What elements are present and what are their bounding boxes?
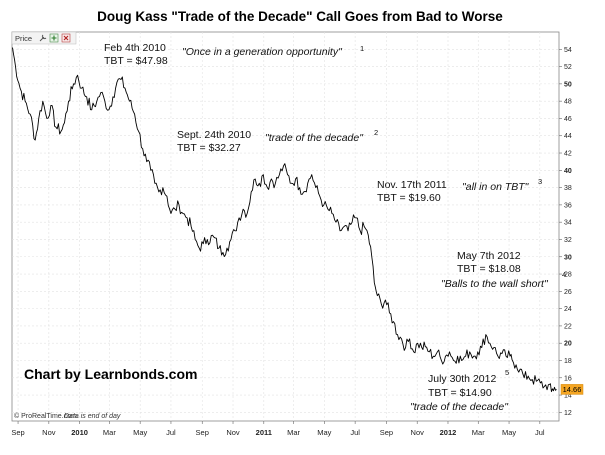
y-tick-label: 38 (564, 185, 572, 192)
annotation-4-quote: "Balls to the wall short" (441, 278, 549, 290)
price-line (12, 47, 557, 393)
y-tick-label: 14 (564, 393, 572, 400)
y-tick-label: 32 (564, 237, 572, 244)
x-tick-label: Mar (472, 428, 485, 437)
x-tick-label: Sep (196, 428, 209, 437)
x-tick-label: Mar (103, 428, 116, 437)
annotation-2-price: TBT = $32.27 (177, 142, 241, 154)
y-tick-label: 46 (564, 116, 572, 123)
y-tick-label: 28 (564, 272, 572, 279)
x-tick-label: 2012 (440, 428, 457, 437)
annotation-4-price: TBT = $18.08 (457, 263, 521, 275)
last-value-label: 14.66 (563, 385, 582, 394)
x-tick-label: Jul (166, 428, 176, 437)
y-tick-label: 12 (564, 410, 572, 417)
annotation-5-quote: "trade of the decade" (410, 401, 509, 413)
y-tick-label: 18 (564, 358, 572, 365)
y-tick-label: 48 (564, 99, 572, 106)
annotation-2: Sept. 24th 2010 TBT = $32.27 "trade of t… (177, 128, 378, 154)
y-tick-label: 26 (564, 289, 572, 296)
annotation-1-quote: "Once in a generation opportunity" (182, 46, 343, 58)
chart-toolbar: Price (11, 31, 77, 45)
x-tick-label: Nov (411, 428, 425, 437)
x-tick-label: Jul (535, 428, 545, 437)
source-label: © ProRealTime.com (14, 412, 77, 420)
x-tick-label: 2011 (256, 428, 272, 437)
annotation-1-footnote: 1 (360, 44, 364, 53)
x-tick-label: May (317, 428, 331, 437)
y-tick-label: 34 (564, 220, 572, 227)
price-label: Price (15, 34, 32, 43)
x-tick-label: Nov (226, 428, 240, 437)
source-note: Data is end of day (64, 413, 121, 420)
annotation-4: May 7th 2012 TBT = $18.08 "Balls to the … (441, 250, 566, 290)
annotation-2-quote: "trade of the decade" (265, 132, 364, 144)
y-tick-label: 44 (564, 133, 572, 140)
y-tick-label: 36 (564, 202, 572, 209)
y-tick-label: 54 (564, 47, 572, 54)
zoom-in-icon[interactable] (49, 33, 59, 43)
toolbar-background (11, 31, 77, 45)
grid (12, 32, 559, 421)
x-tick-label: May (133, 428, 147, 437)
x-tick-label: Jul (350, 428, 360, 437)
y-tick-label: 40 (564, 168, 572, 175)
annotation-5: July 30th 2012 TBT = $14.90 "trade of th… (410, 368, 509, 413)
close-icon[interactable] (61, 33, 71, 43)
annotation-1: Feb 4th 2010 TBT = $47.98 "Once in a gen… (104, 42, 364, 67)
x-tick-label: May (502, 428, 516, 437)
y-tick-label: 42 (564, 151, 572, 158)
x-tick-label: Sep (11, 428, 24, 437)
annotation-3-footnote: 3 (538, 177, 542, 186)
annotation-3: Nov. 17th 2011 TBT = $19.60 "all in on T… (377, 177, 542, 204)
chart-credit: Chart by Learnbonds.com (24, 366, 197, 382)
wrench-icon[interactable] (39, 34, 47, 42)
annotation-3-date: Nov. 17th 2011 (377, 179, 447, 191)
annotation-4-date: May 7th 2012 (457, 250, 521, 262)
annotation-2-footnote: 2 (374, 128, 378, 137)
y-tick-label: 50 (564, 81, 572, 88)
x-axis: Sep Nov 2010 Mar May Jul Sep Nov 2011 Mar May Jul Se… (11, 421, 545, 437)
annotation-5-price: TBT = $14.90 (428, 387, 492, 399)
annotation-2-date: Sept. 24th 2010 (177, 129, 251, 141)
annotation-4-footnote: 4 (562, 270, 566, 279)
y-tick-label: 16 (564, 375, 572, 382)
annotation-3-quote: "all in on TBT" (462, 181, 530, 193)
y-axis: 12 14 16 18 20 22 24 26 28 30 32 34 36 38 40 42 44 46 48 50… (559, 47, 572, 417)
y-tick-label: 30 (564, 254, 572, 261)
plot-area (11, 31, 560, 422)
x-tick-label: Mar (287, 428, 300, 437)
annotation-1-price: TBT = $47.98 (104, 55, 168, 67)
y-tick-label: 24 (564, 306, 572, 313)
y-tick-label: 22 (564, 323, 572, 330)
annotation-5-date: July 30th 2012 (428, 373, 496, 385)
annotation-3-price: TBT = $19.60 (377, 192, 441, 204)
chart-title: Doug Kass "Trade of the Decade" Call Goe… (97, 9, 503, 24)
x-tick-label: Nov (42, 428, 56, 437)
x-tick-label: Sep (380, 428, 393, 437)
annotation-1-date: Feb 4th 2010 (104, 42, 166, 54)
last-value-marker: 14.66 (560, 384, 584, 395)
y-tick-label: 20 (564, 341, 572, 348)
y-tick-label: 52 (564, 64, 572, 71)
x-tick-label: 2010 (71, 428, 88, 437)
annotation-5-footnote: 5 (505, 368, 509, 377)
